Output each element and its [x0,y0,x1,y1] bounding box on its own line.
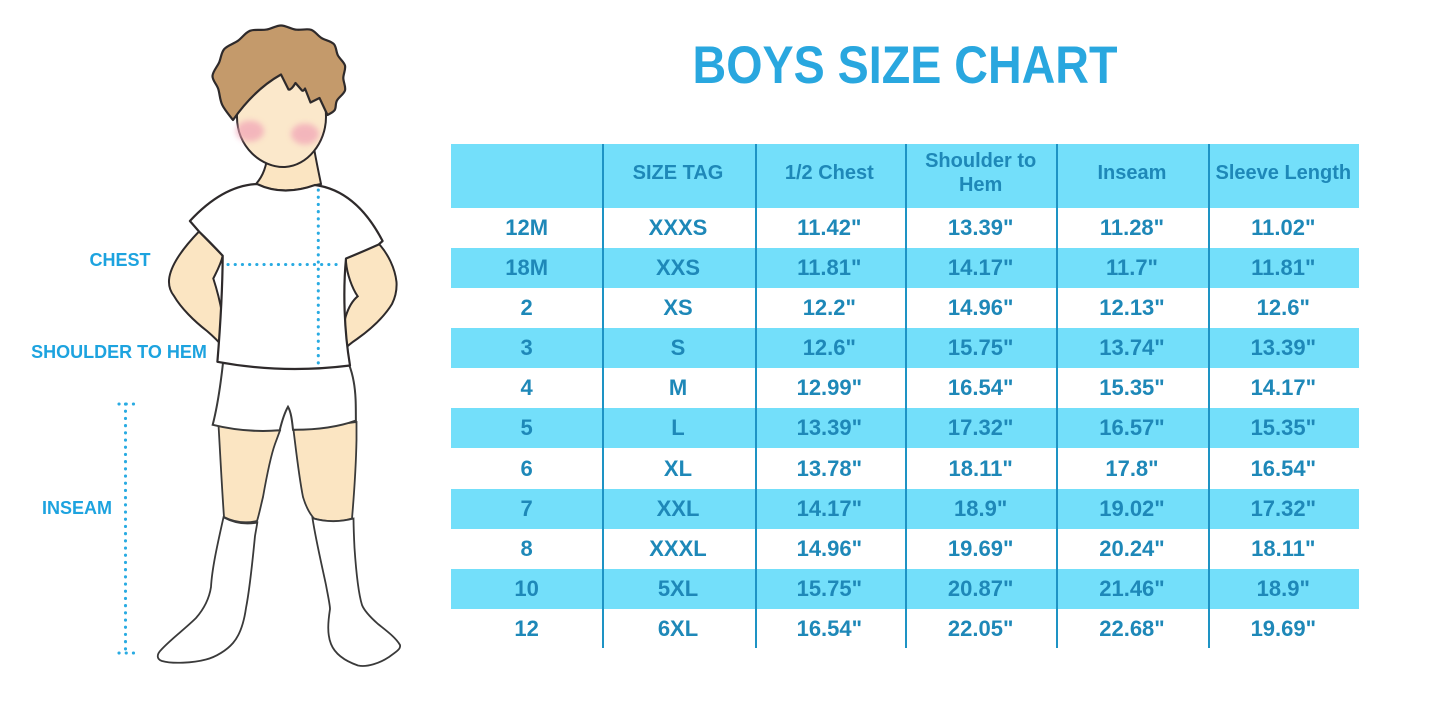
svg-text:CHEST: CHEST [89,250,150,270]
svg-text:SHOULDER TO HEM: SHOULDER TO HEM [31,342,207,362]
svg-text:INSEAM: INSEAM [42,498,112,518]
